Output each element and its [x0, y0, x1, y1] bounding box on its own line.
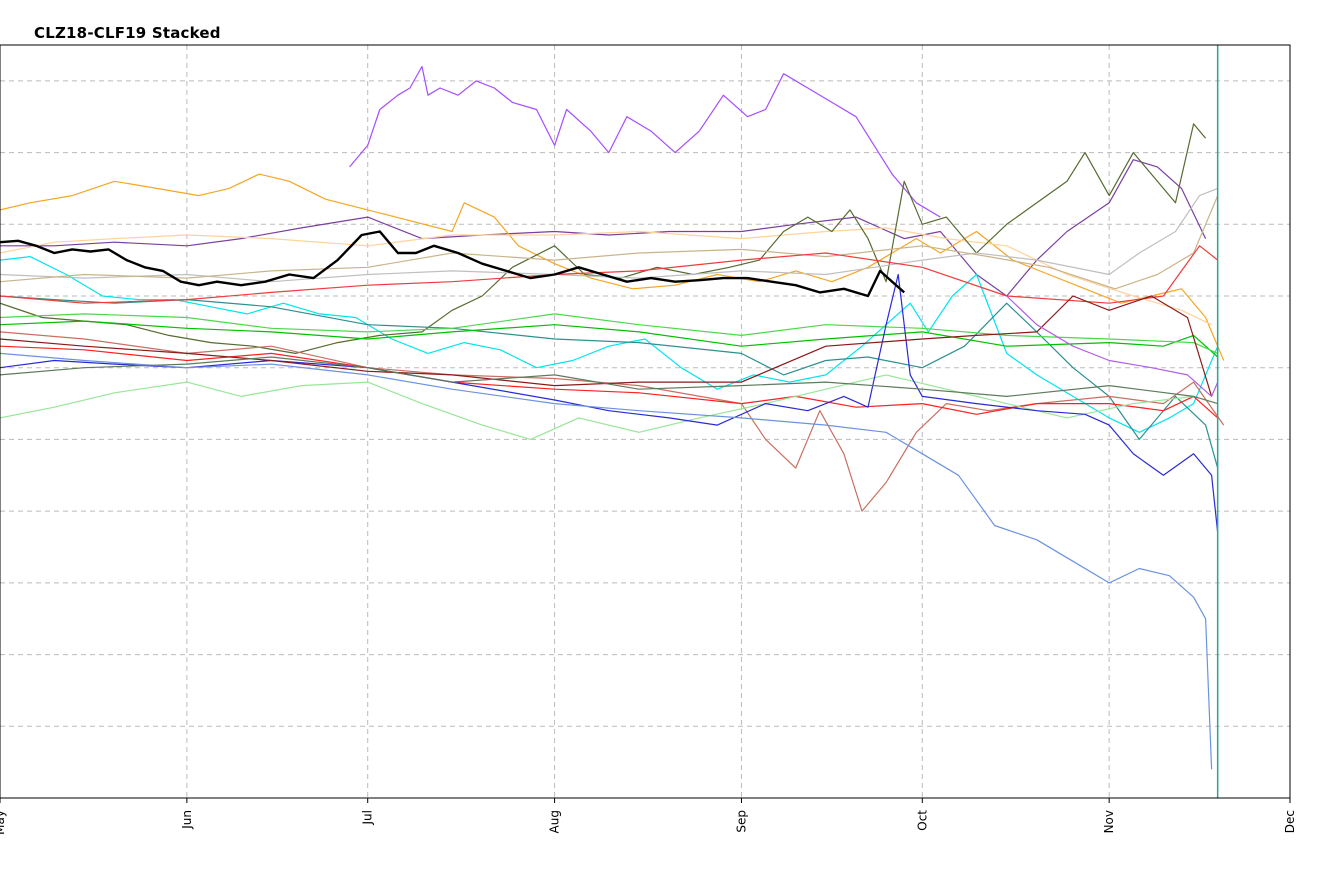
plot-frame	[0, 44, 1291, 799]
x-axis-ticks: May Jun Jul Aug Sep Oct Nov Dec	[0, 798, 1297, 835]
x-tick-label: Aug	[548, 810, 562, 833]
series-lines	[0, 65, 1225, 770]
series-line	[0, 227, 1212, 326]
x-tick-label: Nov	[1102, 810, 1116, 833]
x-tick-label: May	[0, 810, 7, 835]
series-line	[0, 320, 1219, 358]
series-line	[0, 195, 1219, 290]
series-line	[0, 313, 1218, 354]
series-line	[0, 159, 1207, 297]
series-line	[0, 273, 1219, 533]
series-line	[349, 65, 941, 218]
series-line	[0, 295, 1213, 397]
chart-title: CLZ18-CLF19 Stacked	[34, 24, 221, 42]
series-line	[0, 374, 1194, 440]
series-line	[0, 352, 1213, 770]
x-tick-label: Sep	[734, 810, 748, 833]
x-tick-label: Jul	[361, 810, 375, 825]
series-line	[0, 173, 1225, 361]
series-line	[1006, 295, 1219, 397]
series-line	[0, 230, 905, 298]
series-line	[0, 356, 1218, 405]
series-line	[0, 331, 1225, 512]
series-line	[0, 123, 1207, 354]
x-tick-label: Dec	[1283, 810, 1297, 833]
series-line	[0, 256, 1219, 433]
series-line	[0, 187, 1218, 283]
series-line	[0, 345, 1219, 419]
grid-lines	[0, 45, 1291, 798]
series-line	[0, 295, 1219, 469]
x-tick-label: Jun	[180, 810, 194, 830]
series-line	[0, 245, 1219, 304]
x-tick-label: Oct	[915, 810, 929, 831]
